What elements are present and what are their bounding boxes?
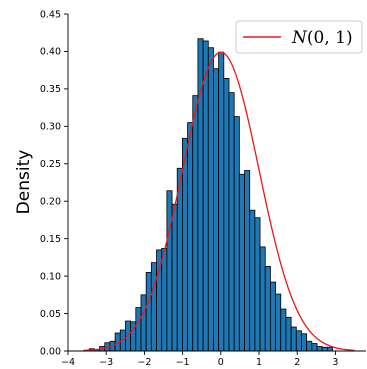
- legend-label-args: (0, 1): [307, 28, 353, 48]
- histogram-bars: [83, 38, 333, 352]
- histogram-bar: [187, 122, 194, 352]
- legend-label-base: N: [291, 28, 308, 48]
- histogram-bar: [295, 330, 302, 352]
- y-tick-label: 0.15: [40, 234, 61, 245]
- histogram-bar: [259, 246, 266, 352]
- axes: [67, 14, 366, 352]
- histogram-bar: [233, 116, 240, 352]
- y-tick-label: 0.30: [40, 122, 61, 133]
- histogram-bar: [306, 340, 313, 352]
- y-tick-label: 0.00: [40, 346, 61, 357]
- histogram-bar: [176, 167, 183, 352]
- histogram-bar: [207, 47, 214, 352]
- histogram-bar: [311, 343, 318, 352]
- y-tick-label: 0.05: [40, 309, 61, 320]
- histogram-bar: [228, 92, 235, 352]
- y-tick-label: 0.45: [40, 9, 61, 20]
- x-tick-label: −2: [137, 357, 151, 368]
- histogram-bar: [150, 262, 157, 352]
- histogram-bar: [238, 173, 245, 352]
- y-tick-label: 0.10: [40, 271, 61, 282]
- histogram-bar: [244, 170, 251, 352]
- y-tick-label: 0.40: [40, 47, 61, 58]
- x-tick-label: −1: [176, 357, 190, 368]
- x-tick-label: −4: [61, 357, 75, 368]
- histogram-bar: [213, 68, 220, 352]
- histogram-bar: [161, 247, 168, 352]
- histogram-bar: [285, 316, 292, 352]
- histogram-bar: [171, 203, 178, 352]
- histogram-bar: [135, 307, 142, 352]
- histogram-bar: [290, 326, 297, 352]
- x-tick-label: 3: [332, 357, 338, 368]
- histogram-bar: [264, 265, 271, 352]
- histogram-bar: [326, 346, 333, 352]
- x-axis-ticks: −4 −3 −2 −1 0 1 2 3: [61, 351, 338, 368]
- x-tick-label: 1: [256, 357, 262, 368]
- histogram-bar: [301, 333, 308, 352]
- x-tick-label: 0: [218, 357, 224, 368]
- legend-box: [235, 20, 363, 54]
- histogram-bar: [223, 78, 230, 352]
- histogram-bar: [140, 294, 147, 352]
- y-axis-label: Density: [14, 150, 34, 215]
- histogram-bar: [275, 293, 282, 352]
- y-tick-label: 0.25: [40, 159, 61, 170]
- histogram-bar: [192, 95, 199, 352]
- legend-label-normal: N(0, 1): [291, 28, 353, 48]
- normal-pdf-curve: [83, 51, 355, 352]
- histogram-bar: [270, 281, 276, 352]
- y-tick-label: 0.35: [40, 84, 61, 95]
- histogram-bar: [280, 308, 287, 352]
- legend: N(0, 1): [235, 20, 363, 54]
- histogram-bar: [316, 346, 323, 352]
- histogram-bar: [321, 346, 328, 352]
- x-tick-label: 2: [294, 357, 300, 368]
- histogram-bar: [166, 190, 173, 352]
- histogram-bar: [202, 40, 209, 352]
- histogram-bar: [254, 217, 261, 352]
- y-axis-ticks: 0.00 0.05 0.10 0.15 0.20 0.25 0.30 0.35 0.40 0.45: [40, 9, 68, 357]
- x-tick-label: −3: [99, 357, 113, 368]
- histogram-bar: [145, 271, 152, 352]
- histogram-bar: [218, 51, 225, 352]
- y-tick-label: 0.20: [40, 197, 61, 208]
- histogram-bar: [249, 209, 256, 352]
